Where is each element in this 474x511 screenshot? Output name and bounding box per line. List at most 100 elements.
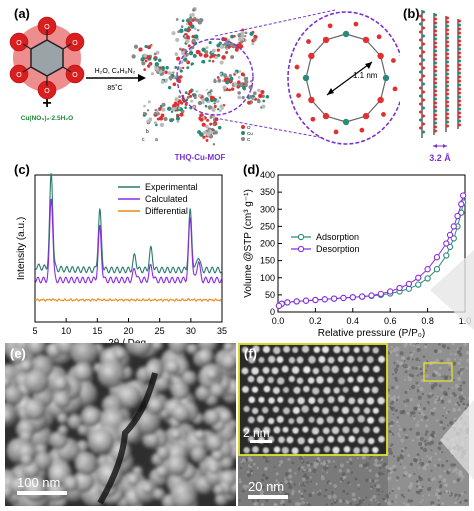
tem-noise-dot: [445, 373, 448, 376]
tem-noise-dot: [438, 441, 442, 446]
tem-noise-dot: [265, 498, 269, 502]
tem-noise-dot: [278, 463, 282, 467]
tem-lattice-spot: [301, 345, 310, 353]
mof-atom: [201, 97, 206, 102]
tem-noise-dot: [365, 465, 368, 468]
mof-atom: [206, 132, 211, 137]
mof-atom: [237, 76, 241, 79]
mof-atom: [176, 120, 180, 123]
tem-noise-dot: [238, 478, 241, 481]
tem-lattice-spot: [342, 346, 350, 354]
mof-atom: [161, 102, 166, 107]
tem-lattice-spot: [322, 365, 330, 374]
tem-lattice-spot: [312, 367, 320, 375]
tem-lattice-spot: [352, 406, 360, 414]
stack-atom: [434, 93, 437, 97]
mof-atom: [197, 100, 203, 106]
tem-noise-dot: [398, 435, 401, 438]
sem-particle: [126, 473, 140, 487]
mof-atom: [201, 59, 206, 64]
tem-noise-dot: [299, 482, 305, 487]
sem-particle: [57, 413, 69, 425]
stack-atom: [419, 126, 422, 130]
tem-noise-dot: [415, 381, 419, 385]
stack-atom: [446, 52, 449, 56]
tem-lattice-spot: [363, 386, 370, 394]
mof-atom: [249, 31, 254, 36]
mof-atom: [153, 52, 157, 56]
stack-atom: [434, 45, 437, 49]
stack-atom: [419, 102, 422, 106]
sem-particle: [19, 358, 34, 373]
tem-noise-dot: [385, 494, 390, 498]
tem-noise-dot: [303, 468, 306, 472]
mof-atom: [212, 115, 216, 119]
mof-atom: [165, 78, 169, 81]
tem-noise-dot: [419, 501, 422, 504]
tem-noise-dot: [428, 460, 432, 464]
mof-atom: [197, 93, 202, 98]
tem-noise-dot: [399, 351, 404, 356]
mof-atom: [213, 104, 217, 109]
tem-noise-dot: [437, 446, 442, 451]
tem-noise-dot: [377, 502, 381, 506]
tem-noise-dot: [341, 472, 346, 477]
tem-noise-dot: [283, 490, 285, 493]
tem-noise-dot: [392, 489, 394, 492]
tem-noise-dot: [406, 356, 410, 361]
axis-a-label: a: [155, 137, 158, 143]
mof-atom: [214, 55, 218, 60]
tem-noise-dot: [421, 457, 423, 460]
stack-atom: [434, 25, 437, 29]
mof-atom: [189, 48, 193, 52]
mof-atom: [218, 41, 222, 45]
mof-atom: [211, 54, 214, 58]
stack-atom: [446, 100, 449, 104]
tem-noise-dot: [416, 403, 421, 408]
mof-atom: [146, 55, 151, 60]
tem-noise-dot: [415, 343, 420, 348]
tem-noise-dot: [336, 499, 338, 502]
tem-noise-dot: [425, 374, 430, 378]
tem-noise-dot: [303, 489, 307, 493]
tem-noise-dot: [459, 347, 463, 350]
mof-atom: [213, 130, 219, 135]
tem-lattice-spot: [283, 345, 291, 353]
iso-data-point: [275, 302, 283, 309]
panel-c-label: (c): [14, 162, 30, 177]
tem-noise-dot: [403, 359, 406, 362]
tem-noise-dot: [459, 399, 463, 403]
stack-atom: [446, 32, 449, 36]
tem-lattice-spot: [373, 426, 380, 434]
tem-noise-dot: [402, 363, 407, 368]
iso-data-point: [377, 290, 384, 297]
tem-noise-dot: [443, 491, 446, 494]
iso-data-point: [368, 292, 375, 299]
zoom-line-bottom: [214, 117, 336, 141]
tem-noise-dot: [420, 505, 422, 506]
mof-atom: [207, 105, 213, 110]
tem-noise-dot: [238, 480, 242, 484]
tem-lattice-spot: [378, 435, 385, 443]
tem-lattice-spot: [377, 396, 385, 405]
iso-data-point: [302, 297, 310, 304]
mof-atom: [181, 66, 185, 70]
tem-noise-dot: [365, 478, 370, 483]
panel-d-label: (d): [243, 162, 260, 177]
tem-noise-dot: [440, 463, 445, 468]
tem-lattice-spot: [348, 397, 356, 405]
sem-particle: [87, 428, 115, 456]
mof-name: THQ-Cu-MOF: [175, 153, 226, 162]
tem-noise-dot: [442, 478, 447, 483]
panel-a-label: (a): [14, 6, 30, 21]
mof-atom: [138, 47, 143, 52]
tem-noise-dot: [419, 446, 424, 450]
tem-lattice-spot: [288, 375, 295, 383]
tem-noise-dot: [430, 469, 433, 472]
tem-noise-dot: [269, 484, 275, 489]
tem-noise-dot: [429, 486, 432, 489]
tem-noise-dot: [397, 432, 401, 436]
tem-noise-dot: [434, 396, 437, 399]
mof-atom: [180, 101, 184, 105]
